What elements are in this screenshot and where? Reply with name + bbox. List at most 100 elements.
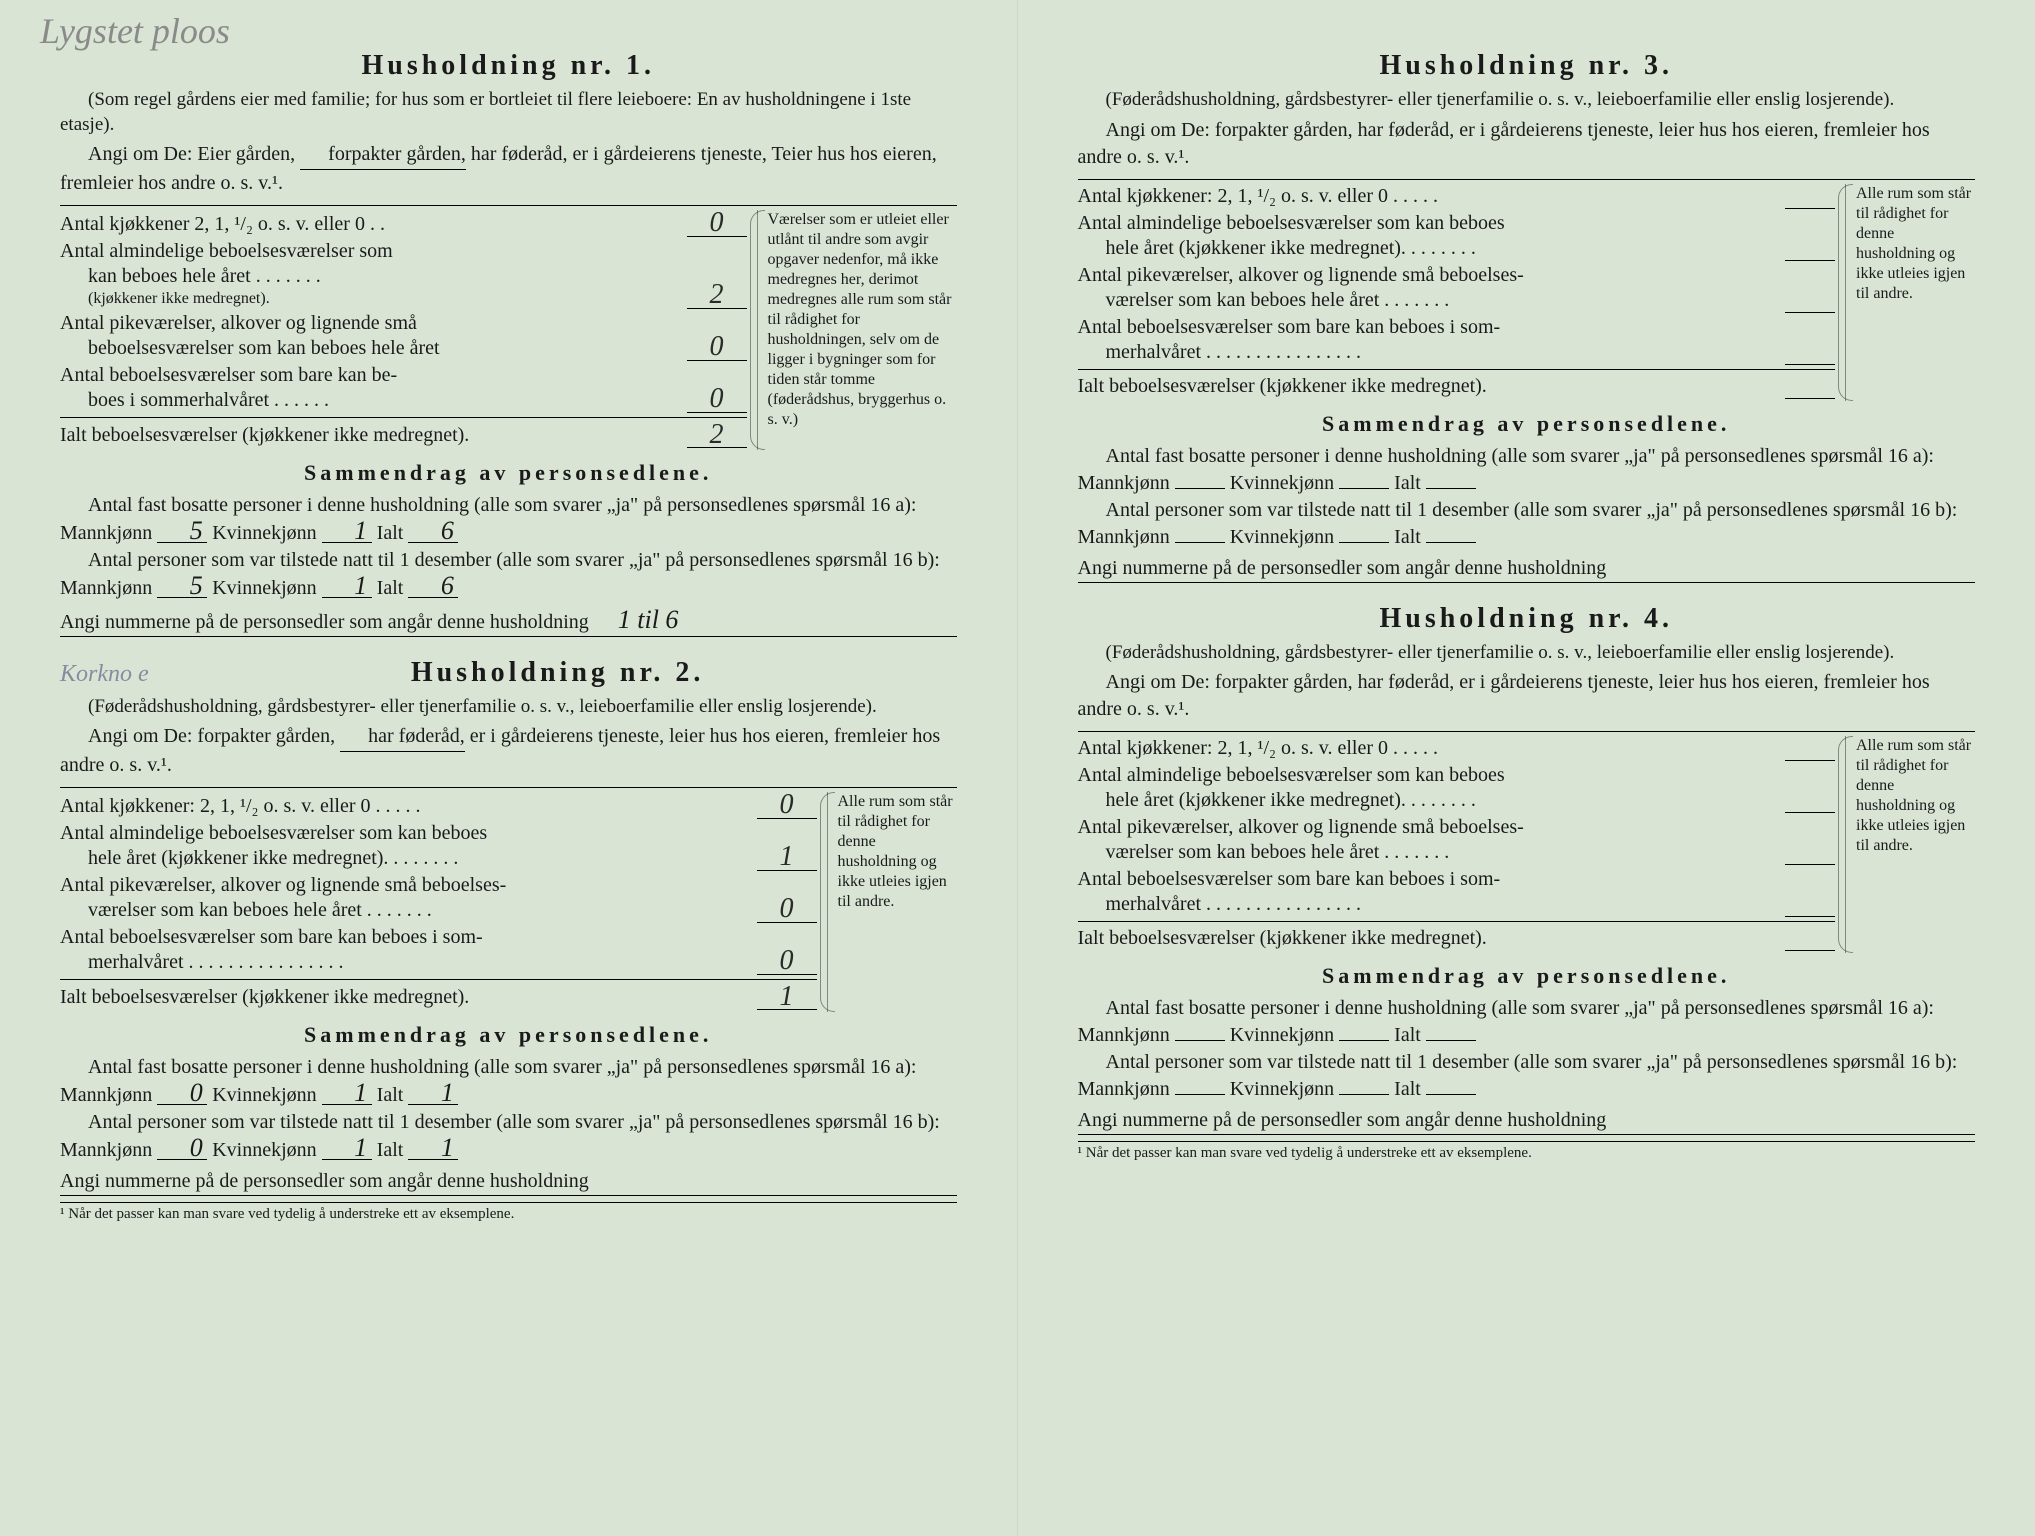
ialt-label: Ialt	[377, 1084, 404, 1106]
lbl1: Antal beboelsesværelser som bare kan beb…	[1078, 868, 1501, 890]
lbl1: Antal beboelsesværelser som bare kan beb…	[1078, 316, 1501, 338]
angi-pre: Angi om De: Eier gården,	[88, 143, 300, 165]
kv-label: Kvinnekjønn	[1230, 472, 1334, 494]
h3-intro: (Føderådshusholdning, gårdsbestyrer- ell…	[1078, 88, 1976, 113]
pikevar-value	[1785, 864, 1835, 865]
almindelige-line: Antal almindelige beboelsesværelser som …	[1078, 763, 1836, 813]
lbl2: hele året (kjøkkener ikke medregnet). . …	[60, 846, 749, 871]
pikevar-value: 0	[687, 334, 747, 360]
almindelige-value	[1785, 260, 1835, 261]
m16b: 0	[157, 1136, 207, 1160]
rule	[1078, 921, 1836, 922]
sammendrag-title: Sammendrag av personsedlene.	[1078, 411, 1976, 437]
h4-sidebar: Alle rum som står til rådighet for denne…	[1845, 736, 1975, 953]
lbl2: merhalvåret . . . . . . . . . . . . . . …	[60, 950, 749, 975]
angi-underlined: har føderåd,	[340, 723, 465, 752]
lbl2: hele året (kjøkkener ikke medregnet). . …	[1078, 788, 1786, 813]
ialt-line: Ialt beboelsesværelser (kjøkkener ikke m…	[1078, 926, 1836, 951]
numbers-val: 1 til 6	[614, 608, 683, 631]
ialt-label: Ialt	[377, 1139, 404, 1161]
ialt-value	[1785, 950, 1835, 951]
person16b: Antal personer som var tilstede natt til…	[60, 1109, 957, 1164]
ialt-value	[1785, 398, 1835, 399]
ialt-line: Ialt beboelsesværelser (kjøkkener ikke m…	[60, 422, 747, 448]
m16a: 5	[157, 519, 207, 543]
lbl2: værelser som kan beboes hele året . . . …	[1078, 840, 1786, 865]
kjokkener-line: Antal kjøkkener: 2, 1, ¹/₂ o. s. v. elle…	[1078, 184, 1836, 209]
kv-label: Kvinnekjønn	[1230, 526, 1334, 548]
i16a	[1426, 488, 1476, 489]
h1-fields: Antal kjøkkener 2, 1, ¹/₂ o. s. v. eller…	[60, 210, 957, 449]
sommer-value	[1785, 916, 1835, 917]
ialt-label: Ialt	[1394, 1024, 1421, 1046]
ialt-label: Ialt	[377, 522, 404, 544]
right-page: Husholdning nr. 3. (Føderådshusholdning,…	[1018, 0, 2035, 1536]
sommer-label: Antal beboelsesværelser som bare kan beb…	[1078, 867, 1786, 917]
pikevar-line: Antal pikeværelser, alkover og lignende …	[60, 311, 747, 361]
pikevar-line: Antal pikeværelser, alkover og lignende …	[60, 873, 817, 923]
angi-pre: Angi om De: forpakter gården,	[88, 725, 340, 747]
sommer-value	[1785, 364, 1835, 365]
sammendrag-title: Sammendrag av personsedlene.	[1078, 963, 1976, 989]
kjokkener-label: Antal kjøkkener: 2, 1, ¹/₂ o. s. v. elle…	[1078, 736, 1786, 761]
kjokkener-label: Antal kjøkkener 2, 1, ¹/₂ o. s. v. eller…	[60, 212, 679, 237]
kv-label: Kvinnekjønn	[1230, 1078, 1334, 1100]
i16a: 6	[408, 519, 458, 543]
sommer-value: 0	[757, 948, 817, 974]
lbl2: værelser som kan beboes hele året . . . …	[60, 898, 749, 923]
person16a: Antal fast bosatte personer i denne hush…	[60, 492, 957, 547]
lbl1: Antal beboelsesværelser som bare kan beb…	[60, 926, 483, 948]
sommer-label: Antal beboelsesværelser som bare kan beb…	[60, 925, 749, 975]
rule	[60, 417, 747, 418]
k16a: 1	[322, 1081, 372, 1105]
m16a	[1175, 488, 1225, 489]
i16b: 6	[408, 574, 458, 598]
h4-angi: Angi om De: forpakter gården, har føderå…	[1078, 669, 1976, 723]
person16b: Antal personer som var tilstede natt til…	[60, 547, 957, 602]
numbers-line: Angi nummerne på de personsedler som ang…	[1078, 1109, 1976, 1135]
footnote: ¹ Når det passer kan man svare ved tydel…	[60, 1202, 957, 1223]
almindelige-label: Antal almindelige beboelsesværelser som …	[1078, 763, 1786, 813]
ialt-line: Ialt beboelsesværelser (kjøkkener ikke m…	[60, 984, 817, 1010]
h1-angi: Angi om De: Eier gården, forpakter gårde…	[60, 141, 957, 197]
k16b: 1	[322, 1136, 372, 1160]
h3-sidebar: Alle rum som står til rådighet for denne…	[1845, 184, 1975, 401]
sommer-line: Antal beboelsesværelser som bare kan beb…	[1078, 867, 1836, 917]
kjokkener-label: Antal kjøkkener: 2, 1, ¹/₂ o. s. v. elle…	[1078, 184, 1786, 209]
lbl2: værelser som kan beboes hele året . . . …	[1078, 288, 1786, 313]
ialt-value: 1	[757, 984, 817, 1010]
numbers-line: Angi nummerne på de personsedler som ang…	[1078, 557, 1976, 583]
h2-fields: Antal kjøkkener: 2, 1, ¹/₂ o. s. v. elle…	[60, 792, 957, 1011]
numbers-label: Angi nummerne på de personsedler som ang…	[60, 611, 589, 633]
angi-underlined: forpakter gården,	[300, 141, 466, 170]
husholdning-1: Husholdning nr. 1. (Som regel gårdens ei…	[60, 50, 957, 637]
h3-angi: Angi om De: forpakter gården, har føderå…	[1078, 117, 1976, 171]
h3-fields: Antal kjøkkener: 2, 1, ¹/₂ o. s. v. elle…	[1078, 184, 1976, 401]
rule	[60, 787, 957, 788]
kjokkener-line: Antal kjøkkener: 2, 1, ¹/₂ o. s. v. elle…	[1078, 736, 1836, 761]
i16b: 1	[408, 1136, 458, 1160]
k16a	[1339, 488, 1389, 489]
h1-intro: (Som regel gårdens eier med familie; for…	[60, 88, 957, 137]
ialt-label: Ialt	[1394, 472, 1421, 494]
lbl1: Antal pikeværelser, alkover og lignende …	[60, 874, 506, 896]
m16b	[1175, 1094, 1225, 1095]
almindelige-value: 1	[757, 844, 817, 870]
lbl1: Antal pikeværelser, alkover og lignende …	[1078, 816, 1524, 838]
rule	[1078, 731, 1976, 732]
pikevar-line: Antal pikeværelser, alkover og lignende …	[1078, 815, 1836, 865]
k16a: 1	[322, 519, 372, 543]
person16b: Antal personer som var tilstede natt til…	[1078, 497, 1976, 551]
kjokkener-value	[1785, 208, 1835, 209]
i16a	[1426, 1040, 1476, 1041]
husholdning-3: Husholdning nr. 3. (Føderådshusholdning,…	[1078, 50, 1976, 583]
kv-label: Kvinnekjønn	[212, 1084, 316, 1106]
ialt-label: Ialt beboelsesværelser (kjøkkener ikke m…	[1078, 926, 1786, 951]
h1-sidebar: Værelser som er utleiet eller utlånt til…	[757, 210, 957, 449]
almindelige-value	[1785, 812, 1835, 813]
sammendrag-title: Sammendrag av personsedlene.	[60, 1022, 957, 1048]
sommer-line: Antal beboelsesværelser som bare kan beb…	[1078, 315, 1836, 365]
pikevar-label: Antal pikeværelser, alkover og lignende …	[60, 311, 679, 361]
m16b	[1175, 542, 1225, 543]
ialt-label: Ialt	[377, 577, 404, 599]
